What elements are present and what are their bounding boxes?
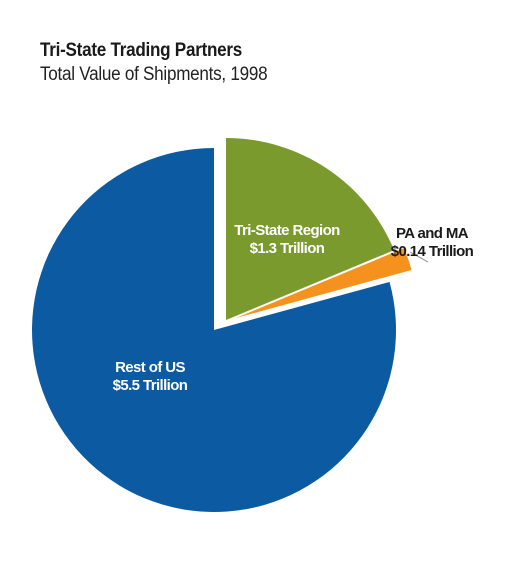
leader-line-pa-and-ma [410,251,429,263]
slice-label-rest-of-us: Rest of US [115,359,185,376]
slice-value-rest-of-us: $5.5 Trillion [113,377,188,394]
slice-label-tri-state-region: Tri-State Region [234,222,340,239]
slice-label-pa-and-ma: PA and MA [396,225,469,242]
chart-subtitle: Total Value of Shipments, 1998 [40,64,268,85]
slice-pa-and-ma [236,248,412,318]
slice-value-tri-state-region: $1.3 Trillion [250,240,325,257]
slice-rest-of-us [32,148,397,513]
slice-value-pa-and-ma: $0.14 Trillion [391,243,474,260]
slice-tri-state-region [226,138,395,320]
chart-title: Tri-State Trading Partners [40,40,243,61]
